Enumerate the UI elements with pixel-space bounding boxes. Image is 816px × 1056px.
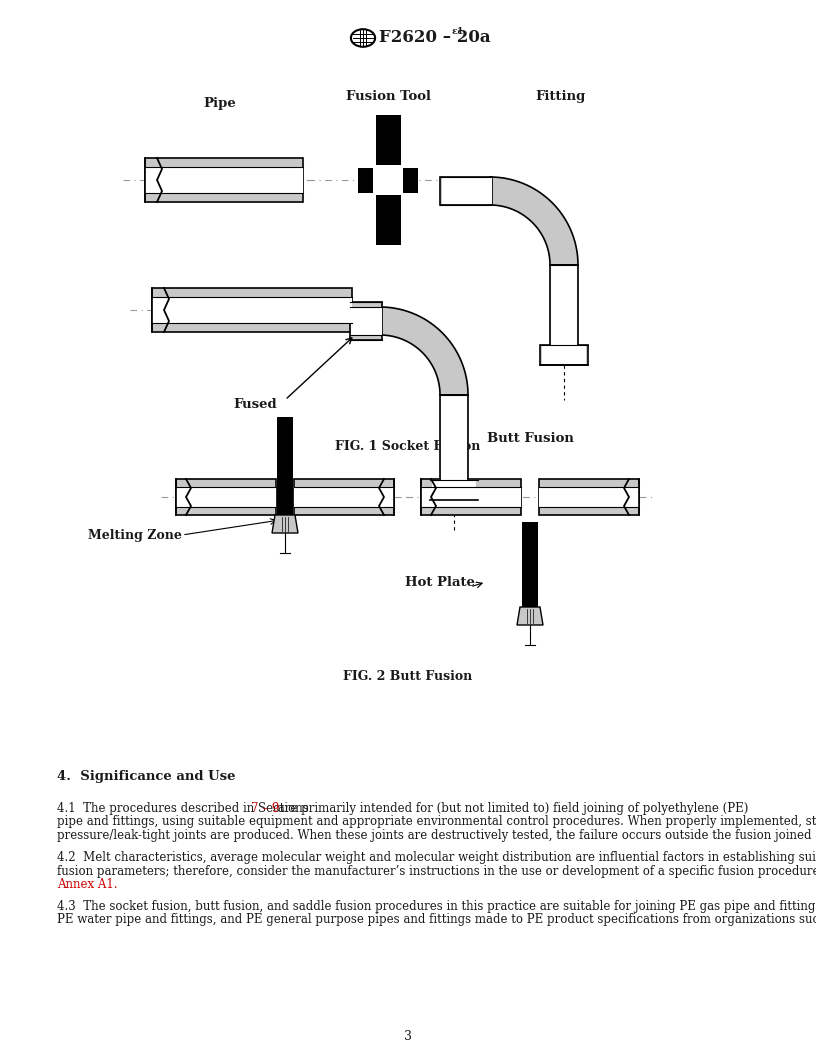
Bar: [542, 346, 586, 364]
Text: Hot Plate: Hot Plate: [405, 576, 475, 588]
Text: ε1: ε1: [452, 27, 464, 37]
Bar: [441, 395, 467, 482]
Text: Butt Fusion: Butt Fusion: [486, 432, 574, 445]
Polygon shape: [380, 307, 468, 395]
Bar: [551, 265, 577, 347]
Text: 4.  Significance and Use: 4. Significance and Use: [57, 770, 236, 782]
Text: Fusion Tool: Fusion Tool: [345, 90, 431, 103]
Text: Fused: Fused: [233, 398, 277, 411]
Bar: [421, 487, 521, 507]
Bar: [522, 522, 538, 607]
Bar: [351, 307, 382, 335]
Bar: [294, 479, 394, 515]
Text: pipe and fittings, using suitable equipment and appropriate environmental contro: pipe and fittings, using suitable equipm…: [57, 815, 816, 829]
Text: fusion parameters; therefore, consider the manufacturer’s instructions in the us: fusion parameters; therefore, consider t…: [57, 865, 816, 878]
Text: FIG. 2 Butt Fusion: FIG. 2 Butt Fusion: [344, 670, 472, 683]
Text: pressure/leak-tight joints are produced. When these joints are destructively tes: pressure/leak-tight joints are produced.…: [57, 829, 816, 842]
Bar: [152, 297, 352, 323]
Bar: [430, 480, 478, 499]
Text: 4.2  Melt characteristics, average molecular weight and molecular weight distrib: 4.2 Melt characteristics, average molecu…: [57, 851, 816, 864]
Bar: [432, 480, 476, 499]
Bar: [176, 479, 276, 515]
Polygon shape: [517, 607, 543, 625]
Bar: [540, 345, 588, 365]
Bar: [375, 115, 401, 245]
Bar: [421, 479, 521, 515]
Text: 4.3  The socket fusion, butt fusion, and saddle fusion procedures in this practi: 4.3 The socket fusion, butt fusion, and …: [57, 900, 816, 913]
Text: are primarily intended for (but not limited to) field joining of polyethylene (P: are primarily intended for (but not limi…: [274, 802, 748, 815]
Bar: [145, 167, 303, 193]
Text: Melting Zone: Melting Zone: [88, 528, 182, 542]
Bar: [440, 177, 492, 205]
Bar: [358, 168, 418, 192]
Bar: [440, 395, 468, 480]
Text: Fitting: Fitting: [534, 90, 585, 103]
Polygon shape: [272, 515, 298, 533]
Text: PE water pipe and fittings, and PE general purpose pipes and fittings made to PE: PE water pipe and fittings, and PE gener…: [57, 913, 816, 926]
Bar: [373, 165, 403, 195]
Text: 4.1  The procedures described in Sections: 4.1 The procedures described in Sections: [57, 802, 313, 815]
Text: Annex A1.: Annex A1.: [57, 878, 118, 891]
Text: Pipe: Pipe: [204, 97, 237, 110]
Bar: [442, 178, 492, 204]
Bar: [176, 487, 276, 507]
Bar: [152, 288, 352, 332]
Bar: [539, 479, 639, 515]
Text: F2620 – 20a: F2620 – 20a: [379, 30, 490, 46]
Bar: [277, 417, 293, 515]
Text: 7 – 9: 7 – 9: [251, 802, 279, 815]
Bar: [145, 158, 303, 202]
Bar: [539, 487, 639, 507]
Bar: [350, 302, 382, 340]
Text: 3: 3: [404, 1030, 412, 1043]
Polygon shape: [490, 177, 578, 265]
Text: FIG. 1 Socket Fusion: FIG. 1 Socket Fusion: [335, 440, 481, 453]
Bar: [294, 487, 394, 507]
Bar: [550, 265, 578, 345]
